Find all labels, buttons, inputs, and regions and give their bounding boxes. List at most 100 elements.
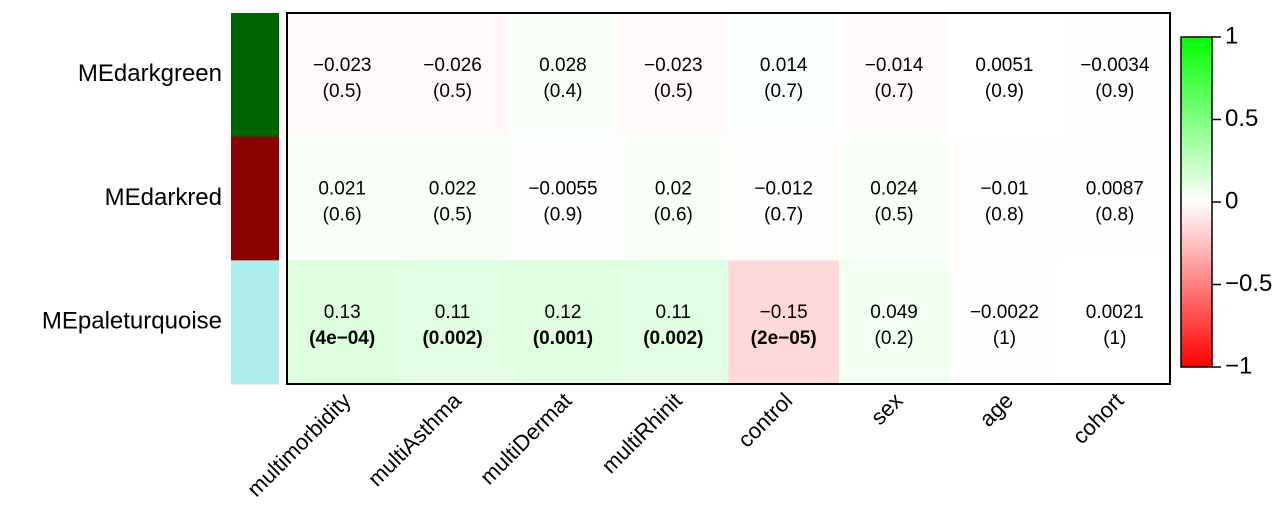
column-label: age [974,388,1018,432]
heatmap-cell [949,260,1061,385]
heatmap-cell [949,136,1061,261]
cell-value-label: 0.13 [324,302,361,323]
row-labels: MEdarkgreen MEdarkred MEpaleturquoise [42,60,222,334]
cell-value-label: −0.026 [423,55,482,76]
heatmap-cell [287,260,398,385]
cell-value-label: 0.11 [656,302,692,323]
heatmap-cell [838,260,950,385]
cell-pvalue-label: (0.4) [543,81,582,102]
cell-value-label: −0.0022 [970,302,1039,323]
cell-value-label: −0.01 [980,179,1028,200]
heatmap-cell [728,13,840,138]
heatmap-cell [728,260,840,385]
cell-value-label: −0.012 [754,179,813,200]
cell-pvalue-label: (0.7) [875,81,914,102]
heatmap-cell [287,136,398,261]
cell-pvalue-label: (1) [1103,328,1126,349]
heatmap-cell [1059,13,1171,138]
cell-pvalue-label: (0.9) [1095,81,1134,102]
cell-pvalue-label: (0.8) [1095,205,1134,226]
cell-pvalue-label: (0.2) [875,328,914,349]
cell-pvalue-label: (0.7) [764,205,803,226]
cell-pvalue-label: (0.9) [985,81,1024,102]
module-color-swatch [231,260,279,385]
module-color-swatch [231,13,279,138]
cell-value-label: 0.049 [870,302,918,323]
cell-labels: −0.023 (0.5) −0.026 (0.5) 0.028 (0.4) −0.023 (0… [309,55,1150,349]
cell-pvalue-label: (0.9) [543,205,582,226]
colorbar-tick-label: 0 [1225,187,1238,214]
cell-pvalue-label: (0.8) [985,205,1024,226]
column-label: control [733,388,797,452]
cell-value-label: −0.023 [313,55,372,76]
cell-value-label: −0.15 [760,302,808,323]
cell-value-label: 0.014 [760,55,808,76]
heatmap-cell [507,260,619,385]
cell-value-label: 0.022 [429,179,477,200]
heatmap-cell [507,136,619,261]
heatmap-cell [1059,260,1171,385]
heatmap-cell [397,13,509,138]
heatmap-cell [1059,136,1171,261]
module-color-swatch [231,136,279,261]
colorbar-tick-label: −1 [1225,352,1252,379]
heatmap-cell [949,13,1061,138]
cell-value-label: 0.11 [435,302,471,323]
module-color-bars [231,13,279,385]
heatmap-cell [838,13,950,138]
column-labels: multimorbidity multiAsthma multiDermat mult… [242,387,1128,501]
colorbar-ticks: 1 0.5 0 −0.5 −1 [1212,22,1272,379]
column-label: multiDermat [475,388,577,490]
cell-pvalue-label: (0.5) [875,205,914,226]
cell-value-label: 0.0087 [1086,179,1144,200]
cell-value-label: 0.021 [318,179,366,200]
plot-frame [286,12,1171,385]
column-label: sex [866,388,908,430]
cell-pvalue-label: (0.5) [433,81,472,102]
column-label: multiAsthma [363,387,467,491]
heatmap-cell [618,136,729,261]
cell-pvalue-label: (0.6) [654,205,693,226]
cell-pvalue-label: (1) [993,328,1016,349]
cell-value-label: 0.0051 [975,55,1033,76]
row-label: MEdarkgreen [78,60,222,87]
cell-pvalue-label: (4e−04) [309,328,375,349]
heatmap-cell [838,136,950,261]
heatmap-cell [397,260,509,385]
cell-value-label: −0.0055 [528,179,597,200]
row-label: MEdarkred [105,184,222,211]
heatmap-cell [728,136,840,261]
heatmap-cell [618,13,729,138]
heatmap-cell [397,136,509,261]
cell-value-label: −0.014 [865,55,924,76]
colorbar-gradient [1180,36,1213,368]
cell-pvalue-label: (0.6) [323,205,362,226]
heatmap-cell [618,260,729,385]
row-label: MEpaleturquoise [42,308,222,335]
column-label: cohort [1067,388,1128,449]
cell-pvalue-label: (0.001) [533,328,593,349]
column-label: multimorbidity [242,388,356,502]
cell-value-label: 0.12 [544,302,581,323]
colorbar: 1 0.5 0 −0.5 −1 [1180,22,1272,379]
cell-value-label: −0.0034 [1080,55,1150,76]
cell-value-label: 0.024 [870,179,918,200]
colorbar-tick-label: 1 [1225,22,1238,49]
cell-pvalue-label: (0.5) [654,81,693,102]
heatmap-cells [287,13,1171,385]
column-label: multiRhinit [597,388,687,478]
cell-pvalue-label: (0.5) [433,205,472,226]
colorbar-tick-label: −0.5 [1225,270,1272,297]
cell-pvalue-label: (0.7) [764,81,803,102]
cell-value-label: 0.028 [539,55,587,76]
cell-value-label: 0.02 [655,179,692,200]
heatmap-cell [287,13,398,138]
cell-pvalue-label: (2e−05) [751,328,817,349]
heatmap-cell [507,13,619,138]
cell-value-label: 0.0021 [1086,302,1144,323]
colorbar-tick-label: 0.5 [1225,105,1258,132]
cell-pvalue-label: (0.002) [422,328,482,349]
cell-pvalue-label: (0.002) [643,328,703,349]
cell-pvalue-label: (0.5) [323,81,362,102]
